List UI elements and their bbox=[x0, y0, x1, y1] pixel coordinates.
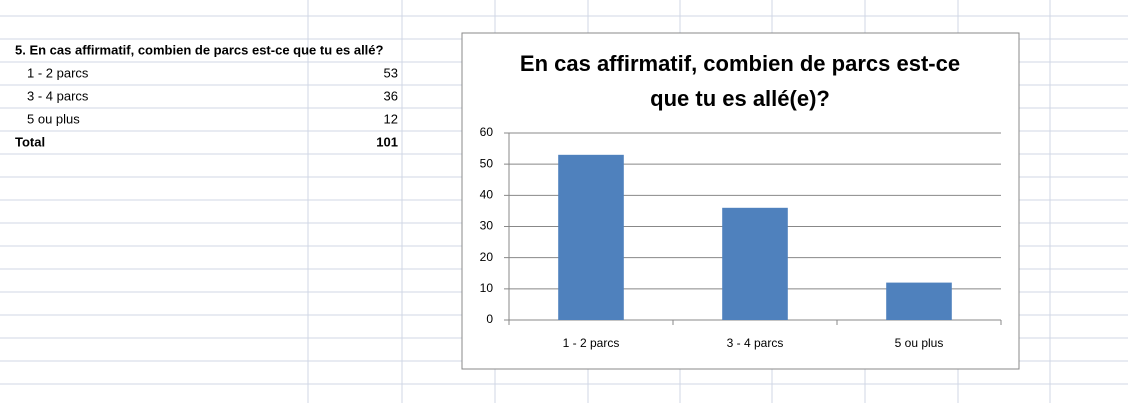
row-value: 53 bbox=[384, 65, 398, 80]
bar bbox=[886, 282, 952, 320]
row-label: 5 ou plus bbox=[27, 111, 80, 126]
y-tick-label: 20 bbox=[480, 250, 494, 264]
row-label: 3 - 4 parcs bbox=[27, 88, 89, 103]
x-tick-label: 5 ou plus bbox=[895, 336, 944, 350]
total-label: Total bbox=[15, 134, 45, 149]
chart-title: En cas affirmatif, combien de parcs est-… bbox=[519, 51, 961, 111]
bar bbox=[722, 207, 788, 320]
row-value: 12 bbox=[384, 111, 398, 126]
chart: 0 10 20 30 40 50 60 1 - 2 parcs 3 - 4 parcs 5 ou … bbox=[480, 125, 1002, 350]
y-tick-label: 0 bbox=[486, 312, 493, 326]
y-tick-label: 30 bbox=[480, 219, 494, 233]
y-tick-label: 60 bbox=[480, 125, 494, 139]
x-tick-label: 3 - 4 parcs bbox=[727, 336, 784, 350]
y-tick-label: 40 bbox=[480, 188, 494, 202]
row-label: 1 - 2 parcs bbox=[27, 65, 89, 80]
y-tick-label: 10 bbox=[480, 281, 494, 295]
table: 1 - 2 parcs 53 3 - 4 parcs 36 5 ou plus 12 Tot… bbox=[15, 65, 398, 149]
bar bbox=[558, 154, 624, 320]
table-header: 5. En cas affirmatif, combien de parcs e… bbox=[15, 42, 384, 57]
y-tick-label: 50 bbox=[480, 156, 494, 170]
x-tick-label: 1 - 2 parcs bbox=[563, 336, 620, 350]
row-value: 36 bbox=[384, 88, 398, 103]
total-value: 101 bbox=[376, 134, 398, 149]
